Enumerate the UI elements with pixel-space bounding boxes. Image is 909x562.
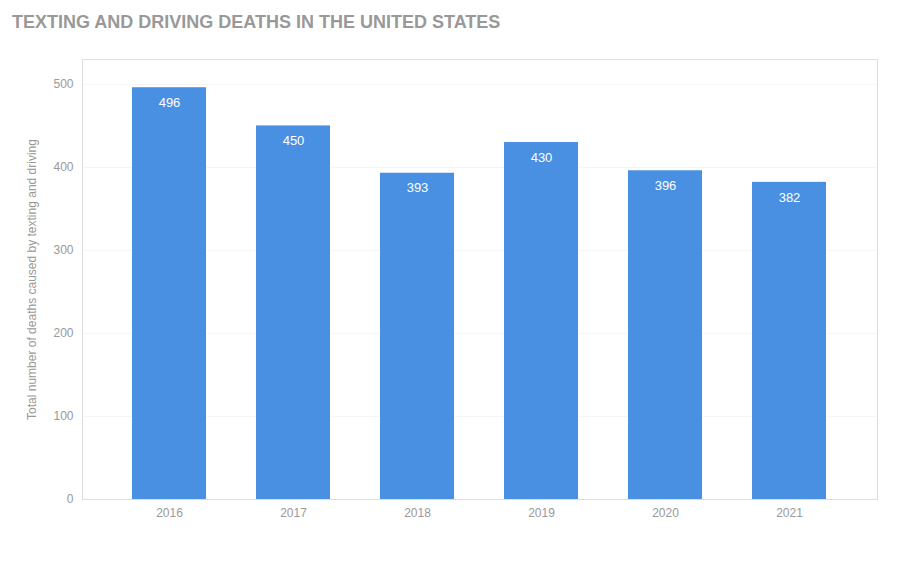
svg-text:2016: 2016	[156, 506, 183, 520]
svg-text:382: 382	[779, 190, 801, 205]
svg-text:396: 396	[655, 178, 677, 193]
html-text:TEXTING AND DRIVING DEATHS IN: TEXTING AND DRIVING DEATHS IN THE UNITED…	[12, 12, 501, 32]
svg-text:0: 0	[67, 492, 74, 506]
svg-text:300: 300	[53, 243, 73, 257]
svg-text:200: 200	[53, 326, 73, 340]
svg-text:Total number of deaths caused: Total number of deaths caused by texting…	[25, 139, 39, 420]
svg-text:2019: 2019	[528, 506, 555, 520]
svg-text:450: 450	[283, 133, 305, 148]
svg-text:100: 100	[53, 409, 73, 423]
svg-text:393: 393	[407, 180, 429, 195]
svg-text:2021: 2021	[776, 506, 803, 520]
svg-text:2018: 2018	[404, 506, 431, 520]
svg-text:2020: 2020	[652, 506, 679, 520]
svg-text:496: 496	[159, 95, 181, 110]
svg-text:500: 500	[53, 77, 73, 91]
svg-text:430: 430	[531, 150, 553, 165]
svg-text:400: 400	[53, 160, 73, 174]
svg-text:2017: 2017	[280, 506, 307, 520]
